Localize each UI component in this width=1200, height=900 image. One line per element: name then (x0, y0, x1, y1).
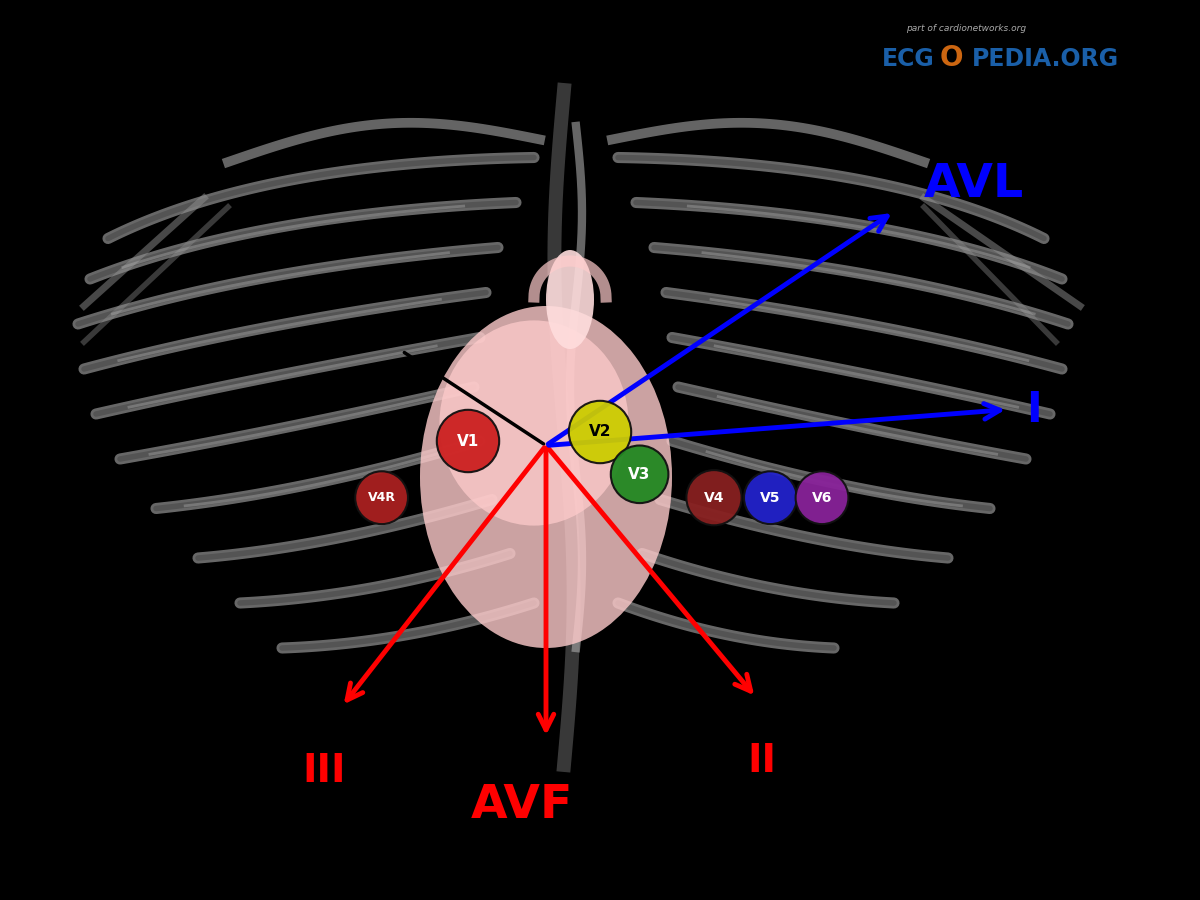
Text: V2: V2 (589, 425, 611, 439)
Text: II: II (748, 742, 776, 780)
Text: V4R: V4R (367, 491, 396, 504)
Text: O: O (940, 44, 964, 73)
Ellipse shape (439, 320, 629, 526)
Text: PEDIA.ORG: PEDIA.ORG (972, 47, 1120, 70)
Ellipse shape (744, 472, 797, 524)
Text: V1: V1 (457, 434, 479, 448)
Ellipse shape (569, 400, 631, 464)
Text: V3: V3 (629, 467, 650, 482)
Text: part of cardionetworks.org: part of cardionetworks.org (906, 24, 1026, 33)
Text: AVL: AVL (924, 162, 1024, 207)
Text: V5: V5 (760, 491, 781, 505)
Text: I: I (1026, 389, 1042, 430)
Ellipse shape (437, 410, 499, 472)
Text: V6: V6 (812, 491, 832, 505)
Ellipse shape (546, 250, 594, 349)
Ellipse shape (611, 446, 668, 503)
Ellipse shape (420, 306, 672, 648)
Ellipse shape (796, 472, 848, 524)
Text: AVF: AVF (470, 783, 574, 828)
Ellipse shape (686, 470, 742, 526)
Text: ECG: ECG (882, 47, 935, 70)
Ellipse shape (355, 472, 408, 524)
Text: V4: V4 (703, 491, 725, 505)
Text: III: III (302, 752, 346, 789)
